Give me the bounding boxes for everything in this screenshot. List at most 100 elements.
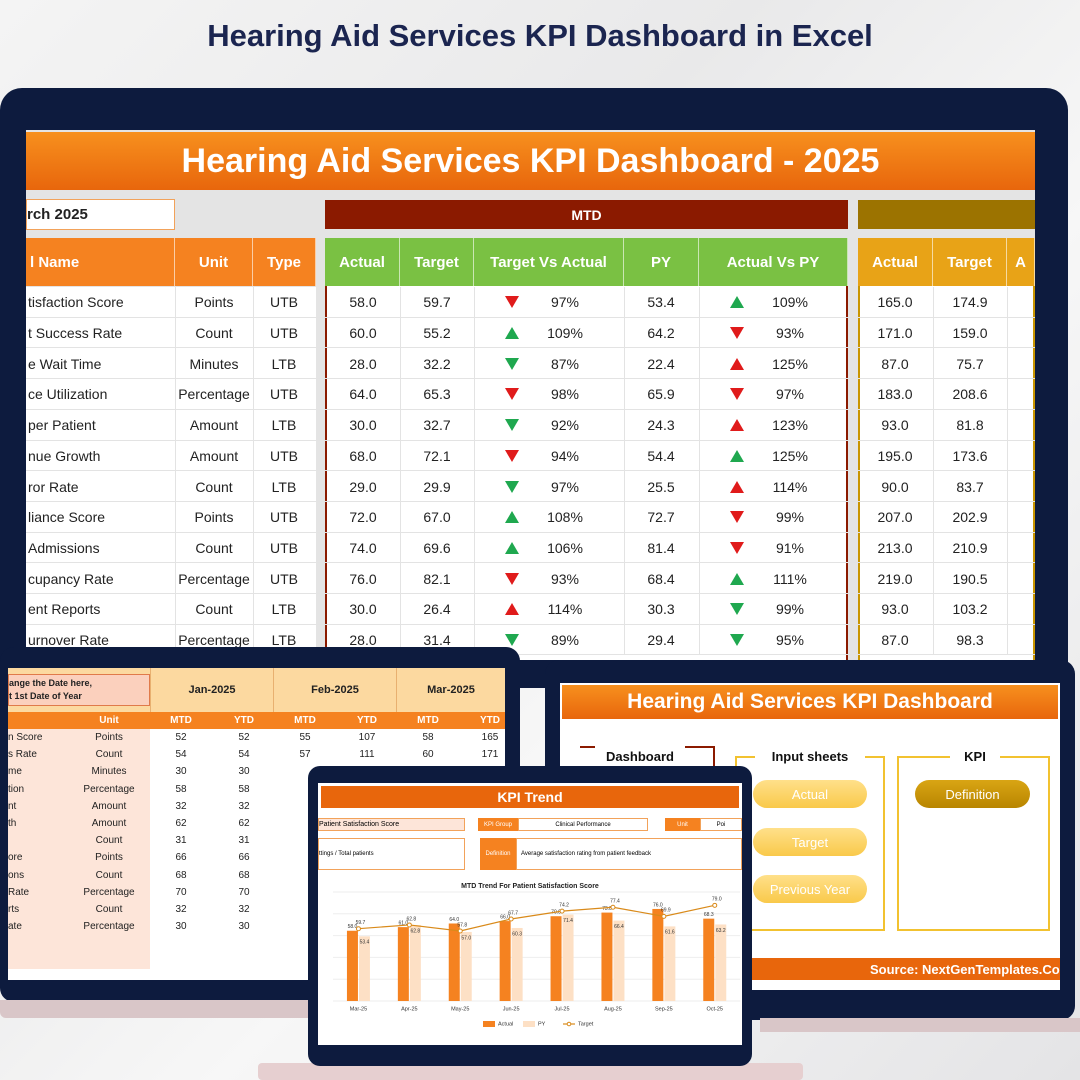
table-cell: s Rate <box>8 749 37 761</box>
table-cell: 87.0 <box>881 355 909 372</box>
nav-button[interactable]: Actual <box>753 780 867 808</box>
legend-label: Target <box>578 1021 594 1027</box>
arrow-shape <box>730 511 744 524</box>
table-cell: 111% <box>773 570 807 587</box>
status-arrow <box>730 634 744 647</box>
column-line <box>933 287 934 318</box>
table-cell: LTB <box>271 417 297 434</box>
dashboard-banner: Hearing Aid Services KPI Dashboard - 202… <box>26 132 1035 190</box>
column-line <box>253 594 254 625</box>
nav-button[interactable]: Previous Year <box>753 875 867 903</box>
row-line <box>26 408 1035 410</box>
table-cell: t Success Rate <box>28 325 123 342</box>
table-cell: Count <box>195 539 233 556</box>
section-title[interactable]: Dashboard <box>595 746 685 766</box>
table-cell: 58.0 <box>349 294 377 311</box>
column-line <box>624 563 625 594</box>
table-cell: me <box>8 766 22 778</box>
month-header: Mar-2025 <box>396 668 505 712</box>
arrow-shape <box>730 327 744 340</box>
table-cell: 53.4 <box>647 294 675 311</box>
column-line <box>474 563 475 594</box>
table-cell: 29.0 <box>349 478 377 495</box>
table-cell: 32 <box>175 904 187 915</box>
table-cell: rts <box>8 904 20 915</box>
table-cell: 93.0 <box>881 417 909 434</box>
table-cell: 66 <box>175 852 187 864</box>
table-cell: 99% <box>775 509 805 526</box>
sub-header: YTD <box>480 715 500 726</box>
row-line <box>26 500 1035 502</box>
value-label: 73.0 <box>602 906 612 912</box>
tablet-stand <box>258 1063 803 1080</box>
table-cell: 58 <box>422 732 434 743</box>
status-arrow <box>505 511 519 524</box>
table-cell: Count <box>195 478 233 495</box>
nav-button[interactable]: Definition <box>915 780 1030 808</box>
table-cell: 58 <box>238 783 250 795</box>
column-line <box>933 409 934 441</box>
column-line <box>474 440 475 472</box>
table-cell: 95% <box>775 632 805 649</box>
table-cell: 97% <box>550 478 580 495</box>
table-cell: 91% <box>775 539 805 556</box>
status-arrow <box>730 296 744 309</box>
table-cell: LTB <box>271 632 297 649</box>
table-cell: 62 <box>238 818 250 829</box>
trend-chart: MTD Trend For Patient Satisfaction Score… <box>333 883 741 1027</box>
table-cell: 99% <box>775 601 805 618</box>
value-label: 58.0 <box>348 924 358 930</box>
ytd-header <box>858 200 1035 229</box>
table-cell: 30.3 <box>647 601 675 618</box>
column-line <box>1007 501 1008 533</box>
table-cell: ror Rate <box>28 478 79 495</box>
table-cell: 55 <box>299 732 311 743</box>
note-line: t 1st Date of Year <box>9 691 82 701</box>
column-header: PY <box>624 238 699 286</box>
sub-header: MTD <box>417 715 439 726</box>
table-cell: 60 <box>422 749 434 761</box>
table-cell: nt <box>8 800 17 812</box>
table-cell: 90.0 <box>881 478 909 495</box>
arrow-shape <box>505 296 519 309</box>
table-cell: 26.4 <box>423 601 451 618</box>
table-cell: Count <box>95 835 123 847</box>
table-cell: 72.0 <box>349 509 377 526</box>
table-cell: ce Utilization <box>28 386 108 403</box>
bar <box>409 924 421 1001</box>
table-cell: LTB <box>271 601 297 618</box>
nav-button[interactable]: Target <box>753 828 867 856</box>
column-line <box>400 440 401 472</box>
month-selector[interactable]: rch 2025 <box>26 199 175 230</box>
status-arrow <box>730 572 744 585</box>
column-line <box>175 348 176 380</box>
status-arrow <box>505 296 519 309</box>
legend-swatch <box>523 1021 535 1027</box>
table-cell: 97% <box>550 294 580 311</box>
table-cell: 125% <box>772 355 808 372</box>
kpi-name[interactable]: Patient Satisfaction Score <box>318 818 465 831</box>
value-label: 74.2 <box>559 902 569 908</box>
table-cell: 76.0 <box>349 570 377 587</box>
column-line <box>933 471 934 502</box>
table-cell: 171 <box>481 749 499 761</box>
table-cell: 64.0 <box>349 386 377 403</box>
table-cell: 69.6 <box>423 539 451 556</box>
column-line <box>933 440 934 472</box>
table-cell: 89% <box>550 632 580 649</box>
trend-title: KPI Trend <box>321 786 739 808</box>
table-cell: 68 <box>175 869 187 881</box>
target-point <box>355 926 361 932</box>
table-cell: 98.3 <box>956 632 984 649</box>
table-cell: LTB <box>271 478 297 495</box>
row-line <box>26 316 1035 318</box>
laptop-base <box>760 1018 1080 1032</box>
table-cell: Minutes <box>189 355 239 372</box>
x-tick-label: May-25 <box>451 1006 469 1012</box>
status-arrow <box>730 603 744 616</box>
x-tick-label: Jul-25 <box>555 1006 570 1012</box>
field-value: Clinical Performance <box>518 818 648 831</box>
column-line <box>699 348 700 380</box>
table-cell: Admissions <box>28 539 100 556</box>
table-cell: 64.2 <box>647 325 675 342</box>
